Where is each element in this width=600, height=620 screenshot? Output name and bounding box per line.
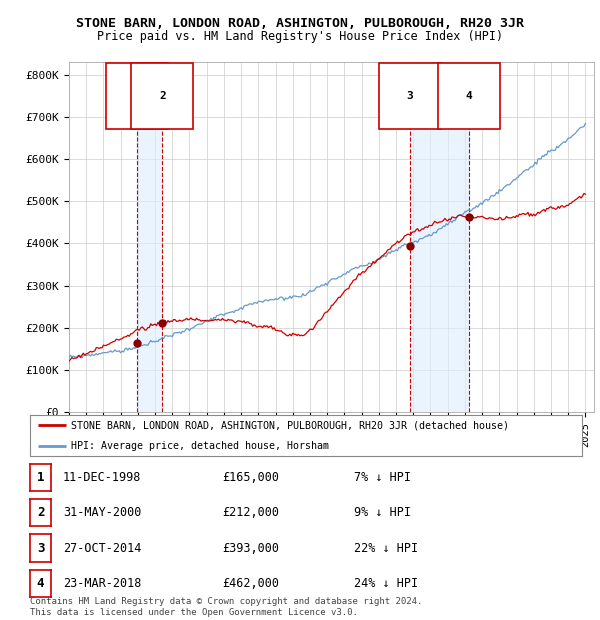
Text: 23-MAR-2018: 23-MAR-2018 xyxy=(63,577,142,590)
Text: 3: 3 xyxy=(407,91,413,101)
Text: £212,000: £212,000 xyxy=(222,506,279,519)
Text: 3: 3 xyxy=(37,541,44,554)
Text: Price paid vs. HM Land Registry's House Price Index (HPI): Price paid vs. HM Land Registry's House … xyxy=(97,30,503,43)
Text: HPI: Average price, detached house, Horsham: HPI: Average price, detached house, Hors… xyxy=(71,441,329,451)
Text: 2: 2 xyxy=(37,506,44,519)
Text: 4: 4 xyxy=(37,577,44,590)
Text: 1: 1 xyxy=(37,471,44,484)
Text: 31-MAY-2000: 31-MAY-2000 xyxy=(63,506,142,519)
Text: 27-OCT-2014: 27-OCT-2014 xyxy=(63,541,142,554)
Text: STONE BARN, LONDON ROAD, ASHINGTON, PULBOROUGH, RH20 3JR: STONE BARN, LONDON ROAD, ASHINGTON, PULB… xyxy=(76,17,524,30)
Text: 11-DEC-1998: 11-DEC-1998 xyxy=(63,471,142,484)
Text: £165,000: £165,000 xyxy=(222,471,279,484)
Text: 9% ↓ HPI: 9% ↓ HPI xyxy=(354,506,411,519)
Text: £462,000: £462,000 xyxy=(222,577,279,590)
Text: 24% ↓ HPI: 24% ↓ HPI xyxy=(354,577,418,590)
Text: STONE BARN, LONDON ROAD, ASHINGTON, PULBOROUGH, RH20 3JR (detached house): STONE BARN, LONDON ROAD, ASHINGTON, PULB… xyxy=(71,420,509,430)
Text: 1: 1 xyxy=(134,91,140,101)
Text: £393,000: £393,000 xyxy=(222,541,279,554)
Text: 4: 4 xyxy=(466,91,472,101)
Text: 7% ↓ HPI: 7% ↓ HPI xyxy=(354,471,411,484)
Bar xyxy=(410,62,469,412)
Text: 2: 2 xyxy=(159,91,166,101)
Text: 22% ↓ HPI: 22% ↓ HPI xyxy=(354,541,418,554)
Bar xyxy=(137,62,162,412)
Text: Contains HM Land Registry data © Crown copyright and database right 2024.
This d: Contains HM Land Registry data © Crown c… xyxy=(30,598,422,617)
